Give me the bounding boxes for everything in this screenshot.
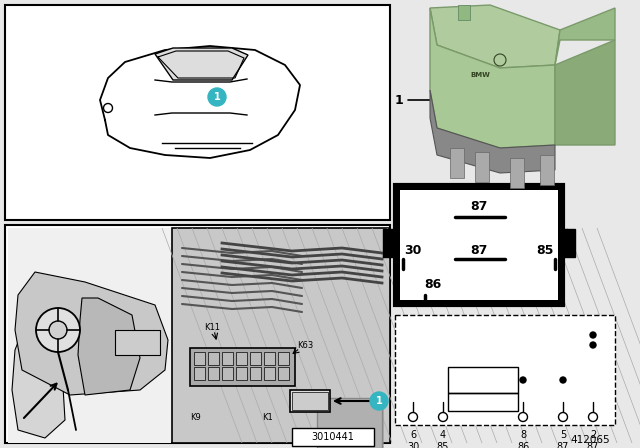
Polygon shape [555, 40, 615, 145]
Bar [222, 352, 233, 365]
Text: 8: 8 [520, 430, 526, 440]
Bar [317, 398, 382, 448]
Polygon shape [12, 332, 65, 438]
Polygon shape [430, 8, 555, 148]
Text: 87: 87 [557, 442, 569, 448]
Bar [250, 367, 261, 380]
Text: 86: 86 [424, 279, 442, 292]
Circle shape [49, 321, 67, 339]
Bar [236, 367, 247, 380]
Text: K11: K11 [204, 323, 220, 332]
Bar [190, 348, 295, 386]
Bar [561, 229, 575, 257]
Bar [208, 367, 219, 380]
Polygon shape [430, 5, 560, 68]
Text: 87: 87 [587, 442, 599, 448]
Bar [278, 352, 289, 365]
Text: K63: K63 [297, 341, 313, 350]
Text: 412065: 412065 [570, 435, 610, 445]
Text: 5: 5 [560, 430, 566, 440]
Polygon shape [430, 90, 555, 173]
Bar [115, 330, 160, 355]
Circle shape [208, 88, 226, 106]
Bar [458, 5, 470, 20]
Bar [383, 229, 397, 257]
Bar [5, 5, 390, 220]
Bar [540, 155, 554, 185]
Polygon shape [78, 298, 140, 395]
Bar [250, 352, 261, 365]
Bar [510, 158, 524, 188]
Circle shape [408, 413, 417, 422]
Text: 86: 86 [517, 442, 529, 448]
Bar [448, 367, 518, 393]
Bar [8, 228, 171, 443]
Text: 85: 85 [536, 244, 554, 257]
Bar [236, 352, 247, 365]
Bar [292, 428, 374, 446]
Bar [222, 367, 233, 380]
Polygon shape [555, 8, 615, 65]
Polygon shape [15, 272, 168, 395]
Text: K1: K1 [262, 414, 273, 422]
Text: 85: 85 [437, 442, 449, 448]
Bar [278, 367, 289, 380]
Bar [5, 225, 390, 443]
Text: 1: 1 [214, 92, 220, 102]
Text: K9: K9 [190, 414, 201, 422]
Bar [208, 352, 219, 365]
Circle shape [560, 377, 566, 383]
Text: 1: 1 [376, 396, 382, 406]
Circle shape [370, 392, 388, 410]
Bar [290, 390, 330, 412]
Bar [475, 152, 489, 182]
Circle shape [590, 342, 596, 348]
Bar [395, 185, 563, 305]
Bar [448, 393, 518, 411]
Text: 87: 87 [470, 244, 488, 257]
Text: 6: 6 [410, 430, 416, 440]
Text: BMW: BMW [470, 72, 490, 78]
Circle shape [589, 413, 598, 422]
Text: 4: 4 [440, 430, 446, 440]
Bar [172, 228, 390, 443]
Circle shape [438, 413, 447, 422]
Circle shape [36, 308, 80, 352]
Text: 1: 1 [394, 94, 403, 107]
Polygon shape [155, 48, 248, 80]
Circle shape [559, 413, 568, 422]
Bar [194, 352, 205, 365]
Text: 30: 30 [407, 442, 419, 448]
Circle shape [590, 332, 596, 338]
Text: 30: 30 [404, 244, 422, 257]
Circle shape [518, 413, 527, 422]
Text: 3010441: 3010441 [312, 432, 355, 442]
Bar [264, 367, 275, 380]
Bar [400, 190, 558, 300]
Circle shape [104, 103, 113, 112]
Circle shape [520, 377, 526, 383]
Bar [264, 352, 275, 365]
Bar [292, 392, 328, 410]
Bar [450, 148, 464, 178]
Bar [194, 367, 205, 380]
Text: 87: 87 [470, 201, 488, 214]
Text: 2: 2 [590, 430, 596, 440]
Bar [395, 315, 615, 425]
